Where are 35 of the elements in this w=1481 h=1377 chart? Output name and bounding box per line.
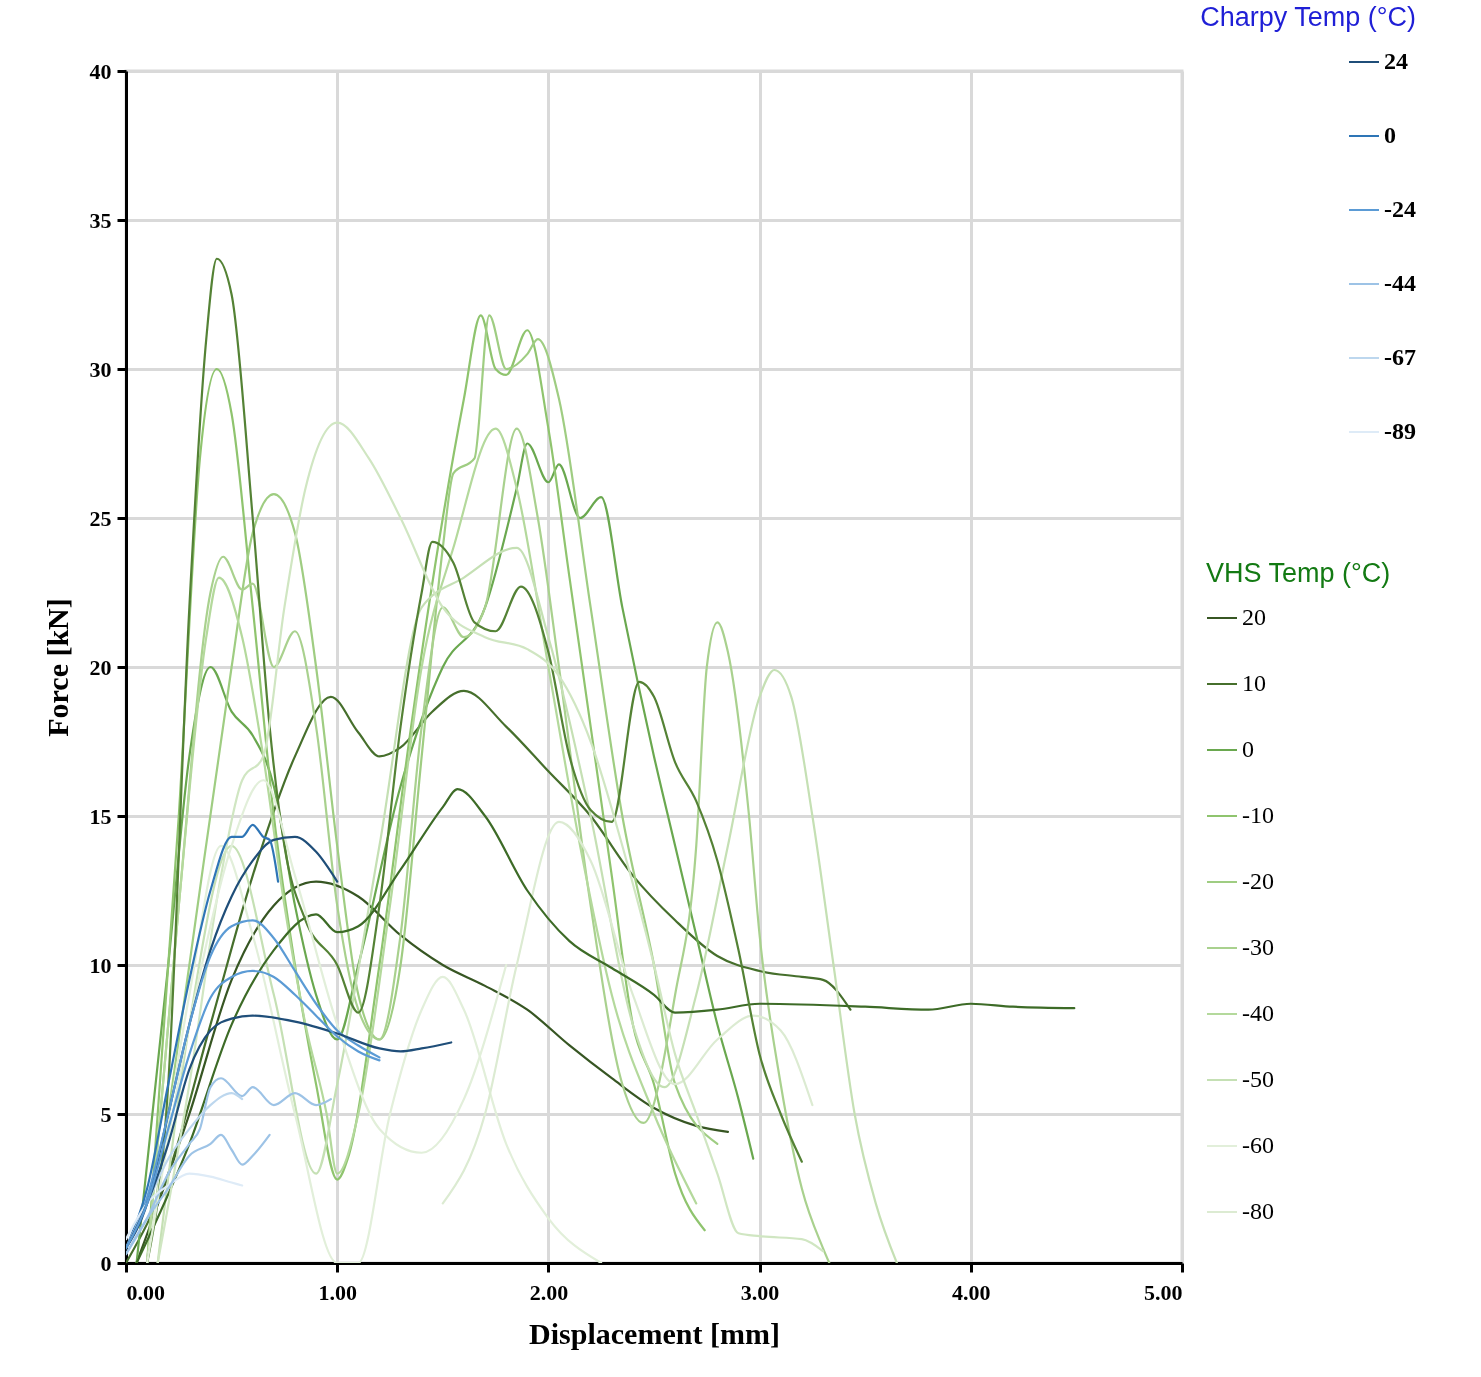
legend-label: -10	[1242, 802, 1274, 828]
x-tick-label: 2.00	[529, 1279, 569, 1305]
y-tick-label: 35	[89, 207, 112, 233]
legend-label: 10	[1242, 670, 1266, 696]
legend-label: 0	[1384, 122, 1396, 148]
y-tick-label: 40	[89, 58, 112, 84]
legend-label: 24	[1384, 48, 1408, 74]
x-axis-title: Displacement [mm]	[529, 1316, 780, 1350]
legend-label: -67	[1384, 344, 1416, 370]
text: Charpy Temp (°C)	[1200, 2, 1416, 32]
x-tick-label: 5.00	[1144, 1279, 1183, 1305]
y-tick-label: 0	[100, 1250, 112, 1276]
legend-label: -89	[1384, 418, 1416, 444]
x-tick-label: 4.00	[952, 1279, 991, 1305]
legend-label: -24	[1384, 196, 1416, 222]
legend-label: 20	[1242, 604, 1266, 630]
legend-label: -20	[1242, 868, 1274, 894]
text: VHS Temp (°C)	[1206, 558, 1391, 588]
x-tick-label: 0.00	[126, 1279, 165, 1305]
legend-label: -44	[1384, 270, 1416, 296]
y-tick-label: 25	[89, 505, 112, 531]
y-tick-label: 20	[89, 654, 112, 680]
legend-label: -30	[1242, 934, 1274, 960]
y-tick-label: 10	[89, 952, 112, 978]
x-tick-label: 1.00	[318, 1279, 357, 1305]
y-axis-title: Force [kN]	[40, 598, 74, 737]
y-tick-label: 5	[100, 1101, 112, 1127]
legend-label: -80	[1242, 1198, 1274, 1224]
legend-label: 0	[1242, 736, 1254, 762]
x-tick-label: 3.00	[740, 1279, 780, 1305]
y-tick-label: 30	[89, 356, 112, 382]
y-tick-label: 15	[89, 803, 112, 829]
legend-label: -50	[1242, 1066, 1274, 1092]
legend-label: -60	[1242, 1132, 1274, 1158]
legend-label: -40	[1242, 1000, 1274, 1026]
